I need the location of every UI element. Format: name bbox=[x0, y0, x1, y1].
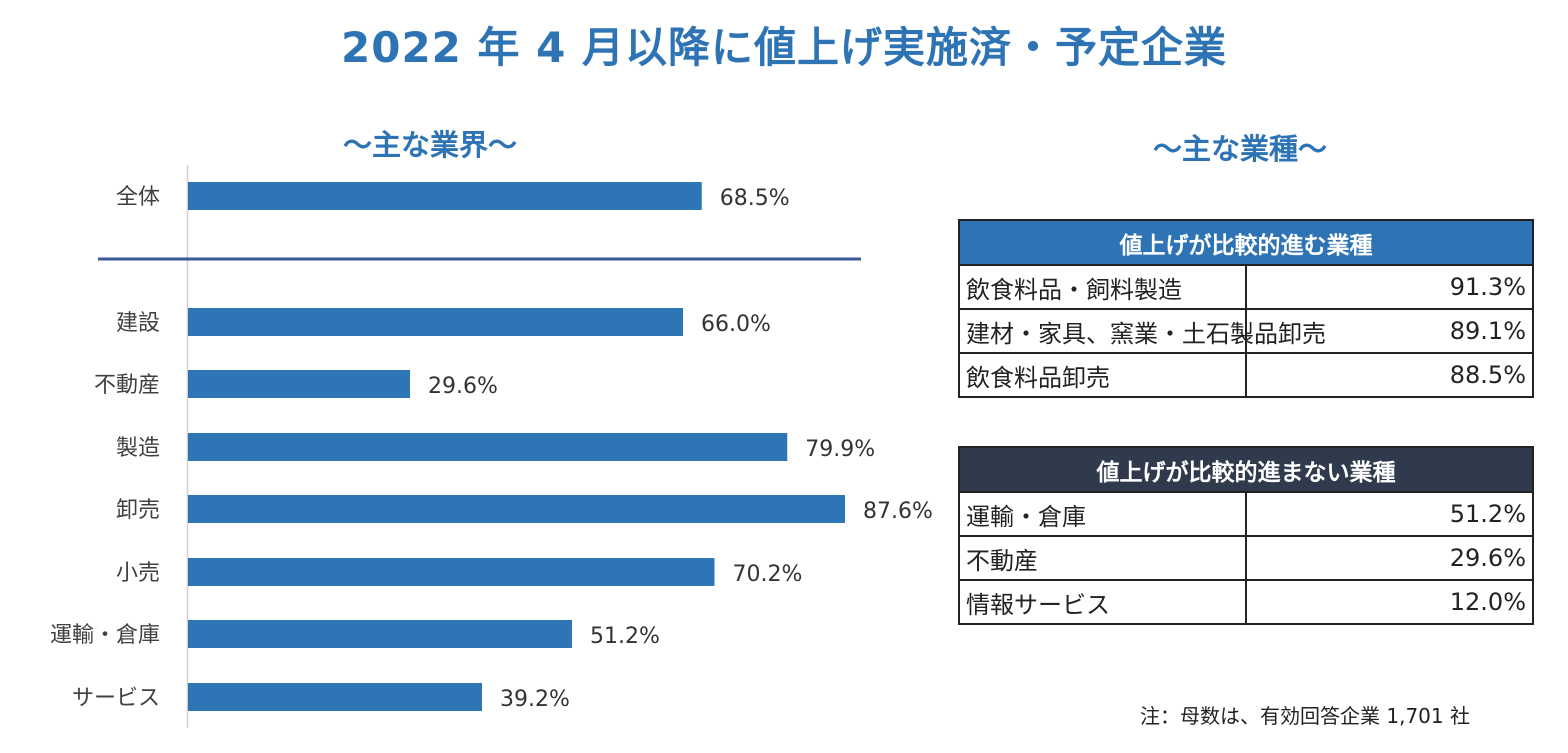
bar-5 bbox=[188, 558, 715, 586]
advancing-table-header: 値上げが比較的進む業種 bbox=[958, 219, 1534, 266]
bar-4 bbox=[188, 495, 845, 523]
category-label: 建設 bbox=[116, 311, 160, 336]
sector-name: 運輸・倉庫 bbox=[958, 491, 1247, 537]
category-label: 不動産 bbox=[94, 373, 160, 398]
bar-1 bbox=[188, 308, 683, 336]
table-row: 飲食料品・飼料製造 91.3% bbox=[958, 264, 1534, 310]
sector-name: 不動産 bbox=[958, 535, 1247, 581]
sector-name: 飲食料品卸売 bbox=[958, 352, 1247, 398]
value-label: 87.6% bbox=[863, 499, 933, 524]
category-label: 卸売 bbox=[116, 498, 160, 523]
sector-name: 情報サービス bbox=[958, 579, 1247, 625]
sector-subtitle: ～主な業種～ bbox=[1152, 132, 1327, 166]
value-label: 51.2% bbox=[590, 624, 660, 649]
sector-name: 建材・家具、窯業・土石製品卸売 bbox=[958, 308, 1326, 354]
not-advancing-sector-table: 値上げが比較的進まない業種 運輸・倉庫 51.2% 不動産 29.6% 情報サー… bbox=[958, 446, 1534, 625]
value-label: 39.2% bbox=[500, 687, 570, 712]
category-label: 小売 bbox=[116, 561, 160, 586]
value-label: 79.9% bbox=[805, 437, 875, 462]
category-label: 全体 bbox=[116, 185, 160, 210]
category-label: サービス bbox=[72, 686, 160, 711]
sector-value: 12.0% bbox=[1245, 579, 1534, 625]
sector-value: 89.1% bbox=[1245, 308, 1534, 354]
bar-0 bbox=[188, 182, 702, 210]
page-title: 2022 年 4 月以降に値上げ実施済・予定企業 bbox=[341, 23, 1227, 72]
value-label: 70.2% bbox=[733, 562, 803, 587]
industry-subtitle: ～主な業界～ bbox=[342, 128, 517, 162]
category-label: 製造 bbox=[116, 436, 160, 461]
sector-value: 29.6% bbox=[1245, 535, 1534, 581]
advancing-sector-table: 値上げが比較的進む業種 飲食料品・飼料製造 91.3% 建材・家具、窯業・土石製… bbox=[958, 219, 1534, 398]
category-label: 運輸・倉庫 bbox=[50, 623, 160, 648]
value-label: 66.0% bbox=[701, 312, 771, 337]
bar-6 bbox=[188, 620, 572, 648]
sector-value: 91.3% bbox=[1245, 264, 1534, 310]
value-label: 68.5% bbox=[720, 186, 790, 211]
not-advancing-table-header: 値上げが比較的進まない業種 bbox=[958, 446, 1534, 493]
table-row: 運輸・倉庫 51.2% bbox=[958, 491, 1534, 537]
sector-name: 飲食料品・飼料製造 bbox=[958, 264, 1247, 310]
value-label: 29.6% bbox=[428, 374, 498, 399]
bar-2 bbox=[188, 370, 410, 398]
table-row: 飲食料品卸売 88.5% bbox=[958, 352, 1534, 398]
footnote: 注：母数は、有効回答企業 1,701 社 bbox=[1140, 704, 1470, 728]
industry-bar-chart: 全体 68.5% 建設 66.0% 不動産 29.6% 製造 79.9% 卸売 87.6% 小売 70… bbox=[50, 165, 933, 728]
sector-value: 88.5% bbox=[1245, 352, 1534, 398]
table-row: 不動産 29.6% bbox=[958, 535, 1534, 581]
table-row: 建材・家具、窯業・土石製品卸売 89.1% bbox=[958, 308, 1534, 354]
sector-value: 51.2% bbox=[1245, 491, 1534, 537]
bar-3 bbox=[188, 433, 788, 461]
bar-7 bbox=[188, 683, 482, 711]
table-row: 情報サービス 12.0% bbox=[958, 579, 1534, 625]
